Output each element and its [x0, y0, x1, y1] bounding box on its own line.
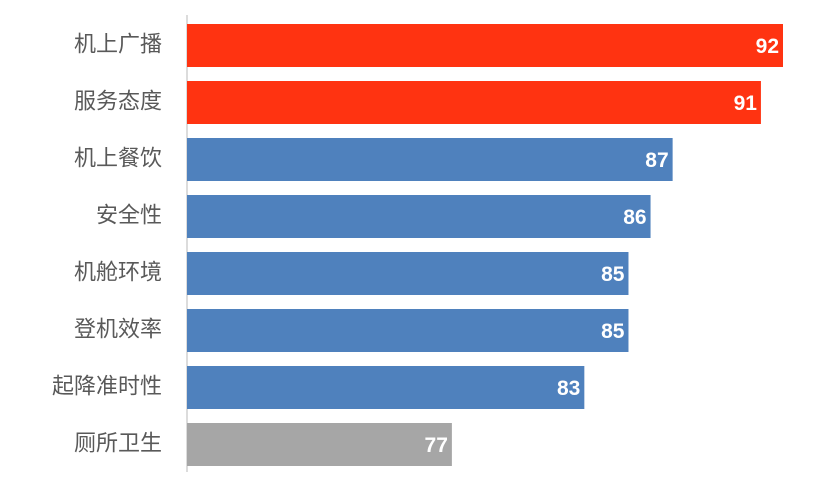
bar: [187, 366, 585, 409]
value-label: 83: [557, 377, 580, 400]
category-label: 安全性: [96, 204, 162, 229]
bar: [187, 195, 651, 238]
value-label: 85: [601, 320, 625, 343]
category-label: 机上餐饮: [74, 147, 162, 172]
bar: [187, 138, 673, 181]
category-label: 机舱环境: [74, 261, 162, 286]
value-label: 87: [645, 149, 668, 172]
value-label: 86: [623, 206, 646, 229]
value-label: 77: [425, 434, 448, 457]
category-label: 机上广播: [74, 33, 162, 58]
category-label: 厕所卫生: [74, 432, 162, 457]
category-label: 服务态度: [74, 90, 162, 115]
category-label: 登机效率: [74, 318, 162, 343]
value-label: 91: [734, 92, 758, 115]
bar: [187, 81, 761, 124]
bar: [187, 309, 629, 352]
value-label: 92: [756, 35, 779, 58]
bar: [187, 252, 629, 295]
value-label: 85: [601, 263, 625, 286]
bar: [187, 423, 452, 466]
category-label: 起降准时性: [52, 375, 162, 400]
bar: [187, 24, 783, 67]
